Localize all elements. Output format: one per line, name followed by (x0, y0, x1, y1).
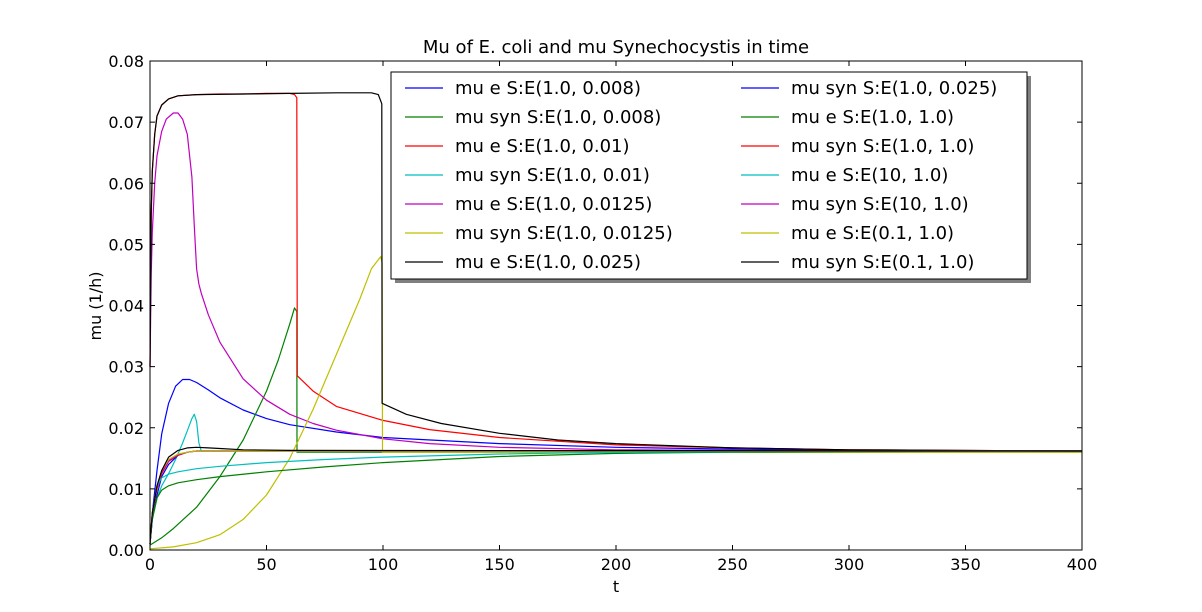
legend-label-14: mu syn S:E(0.1, 1.0) (791, 252, 974, 273)
y-tick-label: 0.06 (108, 174, 144, 193)
x-tick-label: 150 (484, 555, 515, 574)
series-layer (149, 92, 1083, 550)
legend-entries: mu e S:E(1.0, 0.008) mu syn S:E(1.0, 0.00… (405, 78, 997, 273)
legend-label-11: mu e S:E(10, 1.0) (791, 165, 948, 186)
y-tick-label: 0.04 (108, 297, 144, 316)
y-tick-label: 0.03 (108, 358, 144, 377)
y-tick-label: 0.02 (108, 419, 144, 438)
x-tick-label: 0 (145, 555, 155, 574)
y-tick-label: 0.08 (108, 52, 144, 71)
x-axis-label: t (613, 577, 619, 596)
legend-label-4: mu syn S:E(1.0, 0.01) (455, 165, 650, 186)
y-tick-label: 0.01 (108, 480, 144, 499)
x-tick-label: 100 (368, 555, 399, 574)
x-tick-label: 250 (717, 555, 748, 574)
legend-box (390, 71, 1028, 280)
series-line-14 (149, 446, 1083, 544)
legend-label-12: mu syn S:E(10, 1.0) (791, 194, 969, 215)
legend-label-9: mu e S:E(1.0, 1.0) (791, 107, 954, 128)
legend-label-1: mu e S:E(1.0, 0.008) (455, 78, 641, 99)
series-line-1 (149, 378, 1083, 544)
x-tick-label: 350 (950, 555, 981, 574)
legend-label-3: mu e S:E(1.0, 0.01) (455, 136, 630, 157)
y-axis-label: mu (1/h) (86, 271, 105, 340)
series-line-2 (149, 307, 1082, 546)
legend-label-8: mu syn S:E(1.0, 0.025) (791, 78, 997, 99)
legend-label-6: mu syn S:E(1.0, 0.0125) (455, 223, 673, 244)
legend-label-13: mu e S:E(0.1, 1.0) (791, 223, 954, 244)
y-tick-label: 0.07 (108, 113, 144, 132)
legend-label-7: mu e S:E(1.0, 0.025) (455, 252, 641, 273)
series-line-7 (149, 92, 1083, 452)
y-tick-label: 0.00 (108, 541, 144, 560)
legend-label-2: mu syn S:E(1.0, 0.008) (455, 107, 661, 128)
series-line-9 (149, 450, 1083, 544)
x-tick-label: 300 (834, 555, 865, 574)
y-tick-label: 0.05 (108, 235, 144, 254)
legend-label-10: mu syn S:E(1.0, 1.0) (791, 136, 974, 157)
chart-title: Mu of E. coli and mu Synechocystis in ti… (423, 37, 809, 58)
legend-label-5: mu e S:E(1.0, 0.0125) (455, 194, 652, 215)
series-line-11 (149, 450, 1082, 544)
x-tick-label: 200 (601, 555, 632, 574)
legend: mu e S:E(1.0, 0.008) mu syn S:E(1.0, 0.00… (390, 71, 1031, 283)
x-tick-label: 400 (1067, 555, 1098, 574)
series-line-5 (149, 112, 1082, 452)
x-tick-label: 50 (256, 555, 276, 574)
tick-layer: 0 50 100 150 200 250 300 350 400 0.00 0.01 0.02 0.03… (108, 52, 1097, 574)
